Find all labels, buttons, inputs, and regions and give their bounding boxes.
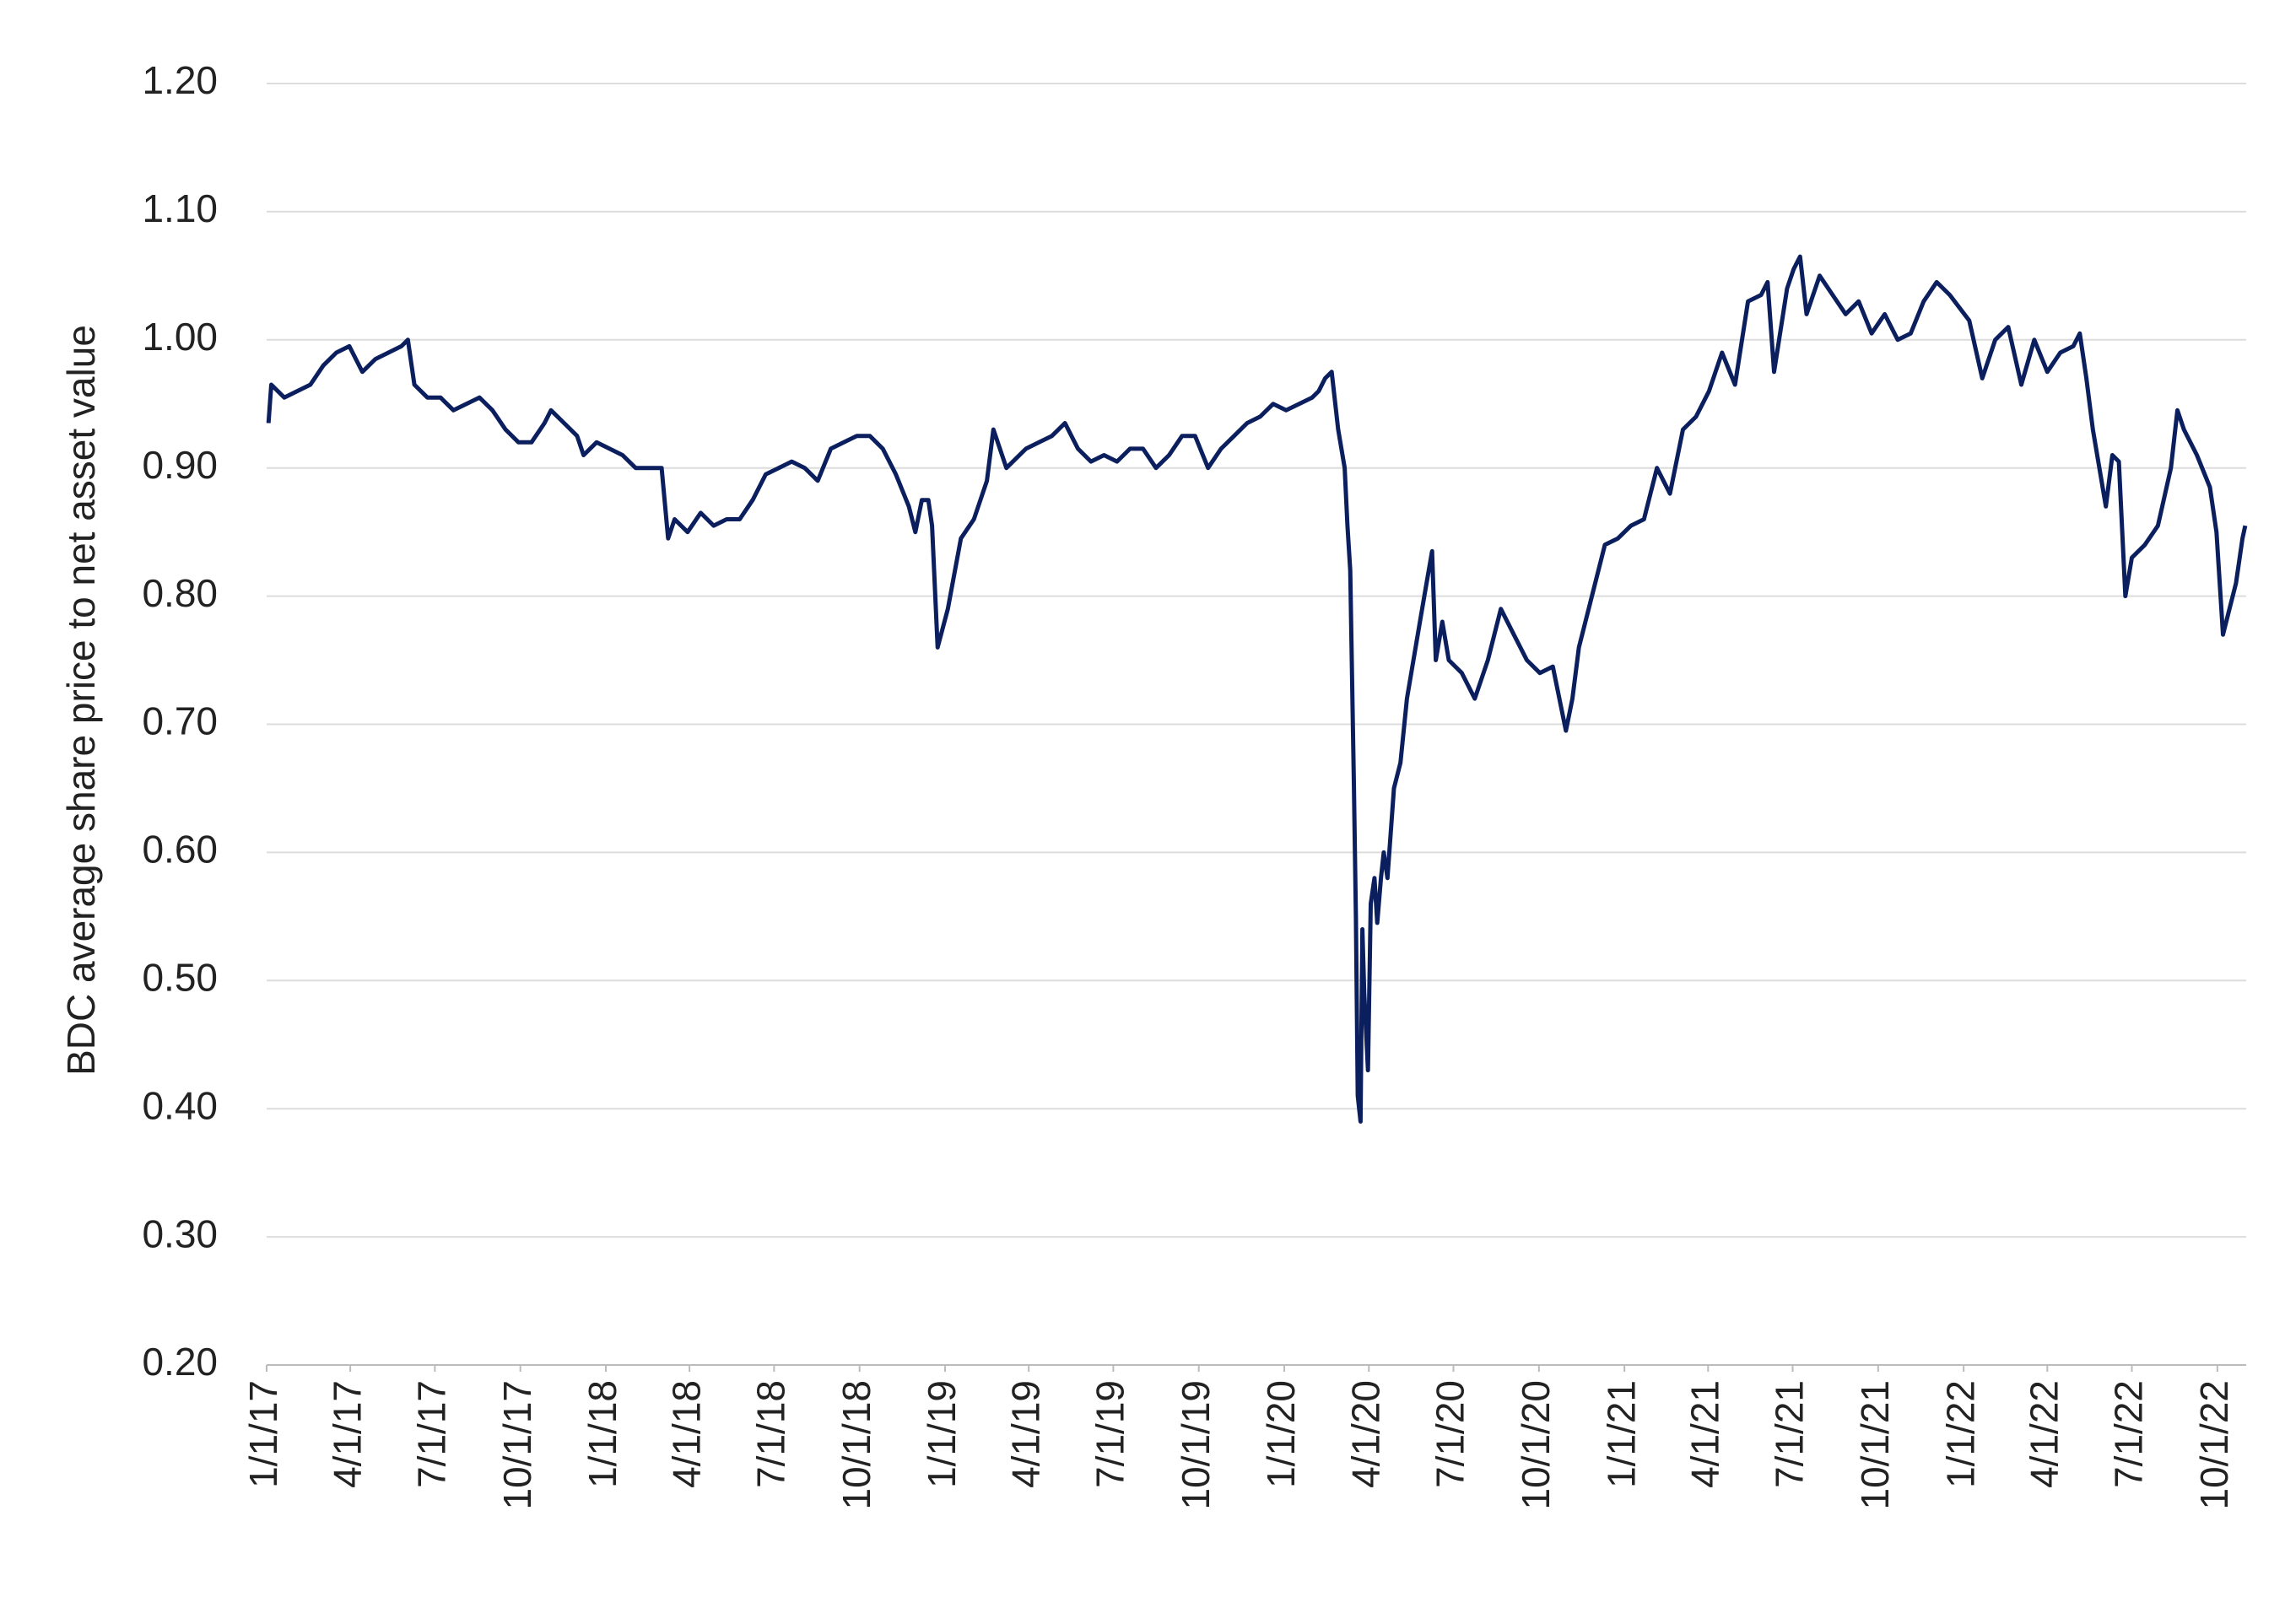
x-tick-label: 1/1/18: [581, 1380, 624, 1488]
x-tick-label: 10/1/21: [1853, 1380, 1897, 1509]
x-tick-label: 10/1/19: [1174, 1380, 1218, 1509]
y-tick-label: 0.90: [142, 443, 218, 487]
y-tick-label: 0.70: [142, 699, 218, 743]
x-tick-label: 10/1/17: [495, 1380, 539, 1509]
y-tick-label: 1.10: [142, 186, 218, 230]
x-tick-label: 7/1/18: [749, 1380, 793, 1488]
x-tick-label: 4/1/17: [325, 1380, 369, 1488]
y-tick-label: 0.20: [142, 1340, 218, 1384]
x-tick-label: 1/1/17: [241, 1380, 285, 1488]
x-tick-label: 1/1/19: [920, 1380, 964, 1488]
x-tick-label: 1/1/22: [1938, 1380, 1982, 1488]
x-tick-label: 10/1/18: [835, 1380, 878, 1509]
y-tick-label: 0.40: [142, 1083, 218, 1127]
y-tick-label: 0.30: [142, 1211, 218, 1255]
x-tick-label: 4/1/19: [1003, 1380, 1047, 1488]
x-tick-label: 1/1/21: [1599, 1380, 1643, 1488]
x-tick-label: 1/1/20: [1259, 1380, 1303, 1488]
y-tick-label: 0.50: [142, 955, 218, 999]
y-tick-label: 0.60: [142, 828, 218, 871]
x-tick-label: 10/1/20: [1514, 1380, 1558, 1509]
x-tick-label: 4/1/18: [664, 1380, 708, 1488]
line: [266, 254, 2248, 1124]
y-tick-label: 1.00: [142, 315, 218, 359]
y-tick-label: 1.20: [142, 58, 218, 102]
x-tick-label: 7/1/22: [2107, 1380, 2151, 1488]
x-tick-label: 7/1/17: [410, 1380, 454, 1488]
x-tick-label: 4/1/20: [1343, 1380, 1387, 1488]
x-tick-label: 4/1/21: [1683, 1380, 1726, 1488]
x-tick-label: 7/1/21: [1768, 1380, 1812, 1488]
x-tick-label: 10/1/22: [2192, 1380, 2236, 1509]
y-axis-title: BDC average share price to net asset val…: [59, 325, 103, 1076]
x-tick-label: 7/1/20: [1429, 1380, 1472, 1488]
y-tick-label: 0.80: [142, 571, 218, 615]
x-tick-label: 4/1/22: [2022, 1380, 2066, 1488]
x-tick-label: 7/1/19: [1088, 1380, 1132, 1488]
